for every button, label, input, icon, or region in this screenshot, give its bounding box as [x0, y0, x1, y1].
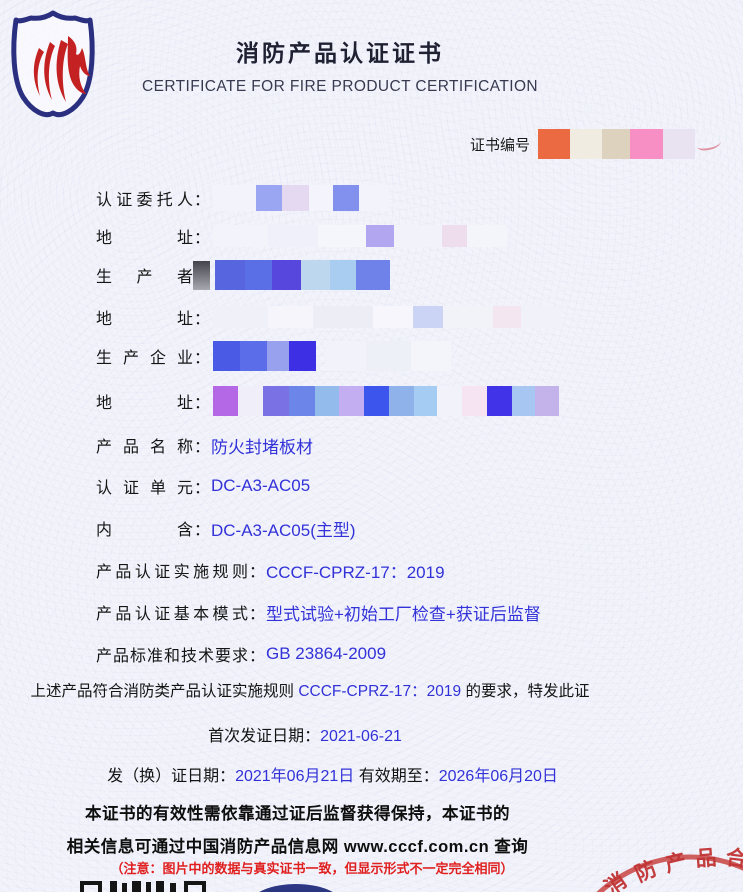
colon: ： — [248, 564, 265, 581]
field-value: DC-A3-AC05 — [211, 476, 311, 495]
cert-number-label: 证书编号 — [470, 136, 531, 154]
statement-rule: CCCF-CPRZ-17：2019 — [298, 683, 462, 700]
colon: ： — [193, 350, 210, 367]
redacted-value — [213, 386, 559, 416]
colon: ： — [248, 648, 265, 665]
qr-code-fragment — [80, 881, 208, 892]
field-label: 地址 — [96, 230, 193, 247]
first-issue-date-line: 首次发证日期：2021-06-21 — [20, 722, 590, 746]
field-label: 内含 — [96, 522, 193, 539]
redacted-value — [213, 341, 451, 371]
redacted-value — [213, 306, 561, 328]
field-row-contains: 内含 ： DC-A3-AC05(主型) — [96, 511, 356, 545]
red-stamp-fragment: 消 防 产 品 合 — [596, 845, 743, 892]
field-row-producer: 生产者 — [96, 258, 390, 292]
field-value: GB 23864-2009 — [266, 644, 387, 663]
colon: ： — [193, 522, 210, 539]
red-disclaimer-note: （注意：图片中的数据与真实证书一致，但显示形式不一定完全相同） — [110, 861, 514, 876]
field-row-address-3: 地址 ： — [96, 384, 559, 418]
valid-until-label: 有效期至： — [354, 768, 439, 785]
field-value: 防火封堵板材 — [211, 437, 313, 457]
field-label: 产品认证实施规则 — [96, 564, 248, 581]
page-subtitle-en: CERTIFICATE FOR FIRE PRODUCT CERTIFICATI… — [142, 78, 538, 95]
valid-until-value: 2026年06月20日 — [438, 768, 558, 785]
colon: ： — [193, 311, 210, 328]
field-row-standard: 产品标准和技术要求 ： GB 23864-2009 — [96, 637, 386, 671]
qr-finder-right — [184, 881, 206, 892]
cert-number-redacted — [538, 129, 696, 159]
field-value: 型式试验+初始工厂检查+获证后监督 — [266, 604, 541, 624]
colon: ： — [193, 230, 210, 247]
redaction-smudge — [193, 260, 210, 290]
issue-validity-line: 发（换）证日期：2021年06月21日 有效期至：2026年06月20日 — [20, 762, 645, 786]
qr-finder-left — [80, 881, 102, 892]
shield-outline — [11, 10, 95, 118]
field-row-manufacturer: 生产企业 ： — [96, 339, 451, 373]
red-pen-mark — [696, 136, 722, 152]
first-issue-value: 2021-06-21 — [320, 728, 402, 745]
cert-number-row: 证书编号 — [470, 126, 722, 162]
colon: ： — [193, 439, 210, 456]
field-label: 产品名称 — [96, 439, 193, 456]
statement-prefix: 上述产品符合消防类产品认证实施规则 — [30, 683, 299, 700]
field-label: 产品认证基本模式 — [96, 606, 248, 623]
statement-suffix: 的要求，特发此证 — [461, 683, 590, 700]
page-title: 消防产品认证证书 — [236, 40, 444, 66]
redacted-value — [213, 185, 389, 211]
first-issue-label: 首次发证日期： — [208, 728, 321, 745]
field-label: 地址 — [96, 311, 193, 328]
svg-text:合: 合 — [724, 845, 743, 872]
svg-text:品: 品 — [695, 847, 718, 871]
field-label: 生产企业 — [96, 350, 193, 367]
field-row-address-1: 地址 ： — [96, 219, 507, 253]
redacted-value — [213, 225, 507, 247]
field-label: 地址 — [96, 395, 193, 412]
blue-seal-fragment — [251, 884, 341, 892]
footer-line-2: 相关信息可通过中国消防产品信息网 www.cccf.com.cn 查询 — [66, 838, 529, 856]
field-value: DC-A3-AC05(主型) — [211, 520, 356, 540]
colon: ： — [193, 192, 210, 209]
fire-shield-logo — [11, 10, 95, 118]
field-label: 认证委托人 — [96, 192, 193, 209]
colon: ： — [248, 606, 265, 623]
field-label: 认证单元 — [96, 480, 193, 497]
stamp-ring — [596, 854, 743, 892]
field-row-address-2: 地址 ： — [96, 300, 561, 334]
issue-date-label: 发（换）证日期： — [107, 768, 236, 785]
colon: ： — [193, 480, 210, 497]
field-label: 产品标准和技术要求 — [96, 648, 248, 665]
conformity-statement: 上述产品符合消防类产品认证实施规则 CCCF-CPRZ-17：2019 的要求，… — [20, 679, 600, 701]
field-row-product-name: 产品名称 ： 防火封堵板材 — [96, 428, 313, 462]
field-label: 生产者 — [96, 269, 193, 286]
field-row-cert-mode: 产品认证基本模式 ： 型式试验+初始工厂检查+获证后监督 — [96, 595, 541, 629]
svg-text:产: 产 — [663, 849, 689, 877]
redacted-value — [215, 260, 390, 290]
field-row-cert-rule: 产品认证实施规则 ： CCCF-CPRZ-17：2019 — [96, 553, 445, 587]
issue-date-value: 2021年06月21日 — [235, 768, 355, 785]
footer-line-1: 本证书的有效性需依靠通过证后监督获得保持，本证书的 — [85, 805, 510, 823]
stamp-text: 消 防 产 品 合 — [600, 845, 743, 892]
field-row-applicant: 认证委托人 ： — [96, 181, 389, 215]
colon: ： — [193, 395, 210, 412]
field-value: CCCF-CPRZ-17：2019 — [266, 562, 445, 582]
flame-icon — [33, 36, 90, 102]
field-row-cert-unit: 认证单元 ： DC-A3-AC05 — [96, 469, 310, 503]
